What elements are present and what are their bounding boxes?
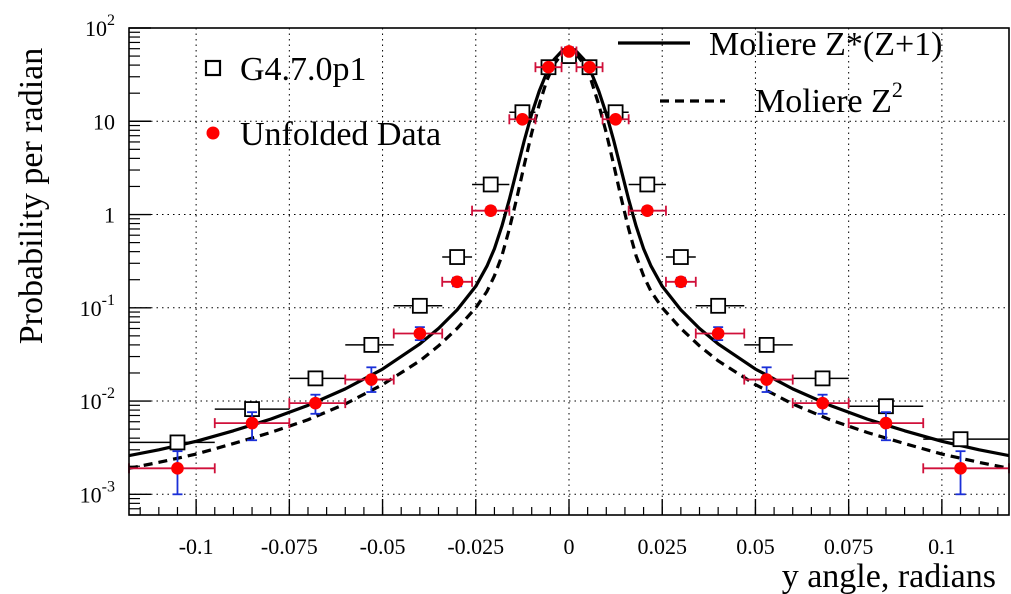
data-point <box>711 327 725 340</box>
data-point <box>583 60 596 74</box>
g4-point <box>411 297 428 314</box>
legend-label-g4: G4.7.0p1 <box>240 51 367 88</box>
g4-point <box>672 249 689 265</box>
legend-label-unfolded-data: Unfolded Data <box>240 116 441 153</box>
g4-point <box>482 176 499 193</box>
data-point <box>484 204 497 217</box>
data-point <box>816 396 829 410</box>
x-tick-label: -0.05 <box>360 534 406 559</box>
x-tick-label: 0 <box>564 534 575 559</box>
data-point <box>954 462 967 475</box>
y-tick-label: 10-3 <box>80 478 115 507</box>
data-point <box>516 112 529 126</box>
data-point <box>879 416 893 430</box>
legend-label-moliere-z2: Moliere Z2 <box>755 77 903 120</box>
g4-point <box>639 176 656 193</box>
legend-right: Moliere Z*(Z+1) Moliere Z2 <box>618 26 942 120</box>
x-tick-label: -0.1 <box>179 534 214 559</box>
g4-point <box>758 336 775 353</box>
g4-point <box>952 431 969 448</box>
data-point <box>674 275 688 289</box>
legend-marker-red-circle <box>206 126 220 140</box>
data-point <box>413 327 427 340</box>
y-tick-label: 10 <box>93 109 115 134</box>
g4-point <box>169 434 186 451</box>
x-tick-label: -0.075 <box>261 534 318 559</box>
y-axis-title: Probability per radian <box>13 48 50 344</box>
x-tick-label: 0.1 <box>928 534 956 559</box>
data-point <box>450 275 464 289</box>
data-point <box>562 45 576 58</box>
data-markers <box>128 45 1010 496</box>
data-point <box>641 204 654 217</box>
data-point <box>609 112 622 126</box>
y-tick-label: 10-2 <box>80 385 115 414</box>
x-tick-label: 0.075 <box>824 534 874 559</box>
x-tick-label: 0.05 <box>736 534 775 559</box>
x-tick-label: 0.025 <box>637 534 687 559</box>
data-point <box>245 416 259 430</box>
data-point <box>365 373 378 386</box>
axes: -0.1 -0.075 -0.05 -0.025 0 0.025 0.05 0.075 0.1 1… <box>80 12 999 559</box>
y-tick-label: 1 <box>104 203 115 228</box>
y-tick-label: 10-1 <box>80 292 115 321</box>
legend-left: G4.7.0p1 Unfolded Data <box>204 51 441 153</box>
g4-point <box>878 398 894 415</box>
x-tick-label: -0.025 <box>447 534 504 559</box>
g4-point <box>814 370 831 387</box>
y-tick-label: 102 <box>85 12 115 41</box>
legend-marker-open-square <box>204 59 222 77</box>
data-point <box>760 373 773 386</box>
data-point <box>542 60 555 74</box>
data-point <box>309 396 322 410</box>
legend-label-moliere-zz1: Moliere Z*(Z+1) <box>709 26 942 63</box>
x-axis-title: y angle, radians <box>782 558 996 594</box>
g4-point <box>307 370 324 387</box>
g4-point <box>449 249 466 265</box>
data-point <box>171 462 184 475</box>
g4-point <box>363 336 380 353</box>
g4-point <box>710 297 727 314</box>
